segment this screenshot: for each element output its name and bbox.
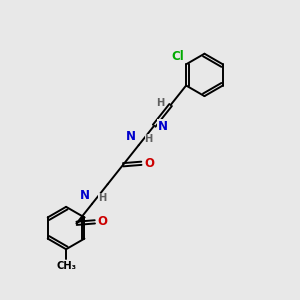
Text: H: H	[156, 98, 164, 108]
Text: N: N	[158, 120, 168, 133]
Text: H: H	[98, 193, 106, 203]
Text: Cl: Cl	[171, 50, 184, 63]
Text: H: H	[145, 134, 153, 144]
Text: O: O	[144, 157, 154, 170]
Text: CH₃: CH₃	[56, 261, 76, 271]
Text: N: N	[80, 189, 90, 202]
Text: O: O	[98, 215, 108, 228]
Text: N: N	[126, 130, 136, 143]
